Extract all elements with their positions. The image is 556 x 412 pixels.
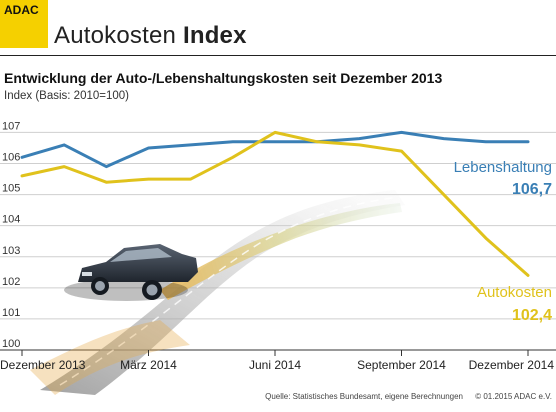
y-tick-label: 102: [2, 276, 20, 288]
data-point: [527, 140, 529, 143]
source-note: Quelle: Statistisches Bundesamt, eigene …: [265, 392, 463, 401]
y-tick-label: 107: [2, 120, 20, 132]
x-tick-label: Dezember 2014: [469, 358, 555, 372]
data-point: [400, 131, 403, 134]
data-point: [274, 140, 276, 143]
brand-bold: Index: [182, 22, 247, 49]
copyright-note: © 01.2015 ADAC e.V.: [475, 392, 552, 401]
data-point: [105, 165, 108, 168]
data-point: [147, 147, 150, 149]
series-value-lebenshaltung: 106,7: [512, 181, 552, 198]
y-tick-label: 106: [2, 152, 20, 164]
chart-subtitle: Index (Basis: 2010=100): [4, 90, 129, 102]
data-point: [274, 131, 276, 134]
data-point: [442, 137, 445, 140]
y-tick-label: 104: [2, 214, 20, 226]
data-point: [527, 274, 529, 277]
footer: Quelle: Statistisches Bundesamt, eigene …: [200, 392, 552, 401]
data-point: [316, 140, 318, 143]
brand-light: Autokosten: [54, 22, 177, 49]
data-point: [485, 237, 487, 239]
x-tick-label: März 2014: [120, 358, 177, 372]
y-tick-label: 103: [2, 245, 20, 257]
x-tick-label: September 2014: [357, 358, 446, 372]
series-labels: Lebenshaltung 106,7 Autokosten 102,4: [454, 159, 553, 324]
data-point: [485, 140, 487, 143]
chart-title: Entwicklung der Auto-/Lebenshaltungskost…: [4, 70, 443, 86]
brand-title: Autokosten Index: [54, 22, 247, 50]
adac-logo: ADAC: [0, 0, 48, 48]
x-tick-label: Juni 2014: [249, 358, 301, 372]
data-point: [400, 150, 403, 152]
series-label-autokosten: Autokosten: [477, 284, 552, 301]
y-tick-label: 105: [2, 183, 20, 195]
data-point: [21, 156, 23, 159]
data-point: [442, 193, 445, 196]
data-point: [358, 144, 361, 146]
series-label-lebenshaltung: Lebenshaltung: [454, 159, 552, 176]
y-tick-labels: 107 106 105 104 103 102 101 100: [2, 120, 20, 350]
x-tick-labels: Dezember 2013 März 2014 Juni 2014 September…: [0, 350, 554, 372]
data-point: [105, 181, 108, 183]
data-point: [189, 178, 192, 180]
series-line-autokosten: [20, 130, 530, 277]
data-point: [232, 156, 234, 159]
data-point: [189, 144, 192, 146]
data-point: [63, 144, 65, 146]
header-divider: [0, 55, 556, 56]
road-illustration: [30, 190, 405, 395]
series-value-autokosten: 102,4: [512, 307, 552, 324]
x-tick-label: Dezember 2013: [0, 358, 86, 372]
logo-text: ADAC: [4, 3, 39, 17]
y-tick-label: 100: [2, 338, 20, 350]
data-point: [21, 175, 23, 177]
y-tick-label: 101: [2, 307, 20, 319]
data-point: [63, 165, 65, 168]
data-point: [358, 137, 361, 140]
series-layer: [20, 130, 530, 277]
data-point: [147, 178, 150, 180]
series-line-lebenshaltung: [20, 130, 530, 169]
car-illustration: [64, 244, 198, 301]
data-point: [232, 140, 234, 143]
